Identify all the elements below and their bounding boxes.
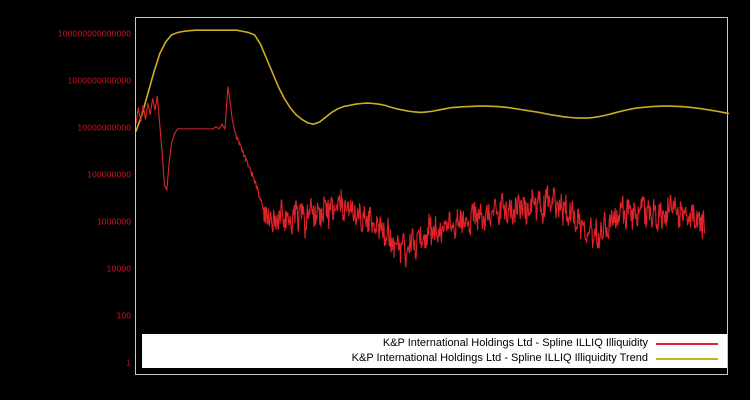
y-tick-label-2: 100: [116, 311, 131, 321]
y-tick-label-10: 10000000000: [77, 123, 131, 133]
y-tick-label-0: 1: [126, 358, 131, 368]
series-canvas: [136, 29, 729, 268]
legend-swatch-illiquidity-trend: [656, 357, 718, 360]
y-tick-label-14: 100000000000000: [57, 29, 132, 39]
y-tick-label-4: 10000: [106, 264, 132, 274]
y-tick-label-12: 1000000000000: [67, 76, 131, 86]
y-axis: 100000000000000 1000000000000 10000000000 1…: [0, 17, 132, 375]
plot-area: [135, 17, 729, 375]
legend-label-illiquidity-trend: K&P International Holdings Ltd - Spline …: [351, 352, 648, 364]
legend-item-illiquidity-trend[interactable]: K&P International Holdings Ltd - Spline …: [143, 351, 718, 366]
legend-label-illiquidity: K&P International Holdings Ltd - Spline …: [382, 337, 648, 349]
legend-swatch-illiquidity: [656, 342, 718, 345]
y-tick-label-6: 1000000: [96, 217, 131, 227]
trend-line: [136, 29, 729, 133]
y-tick-label-8: 100000000: [86, 170, 131, 180]
legend-item-illiquidity[interactable]: K&P International Holdings Ltd - Spline …: [143, 336, 718, 351]
chart-legend: K&P International Holdings Ltd - Spline …: [142, 334, 727, 368]
illiquidity-line: [136, 86, 706, 268]
